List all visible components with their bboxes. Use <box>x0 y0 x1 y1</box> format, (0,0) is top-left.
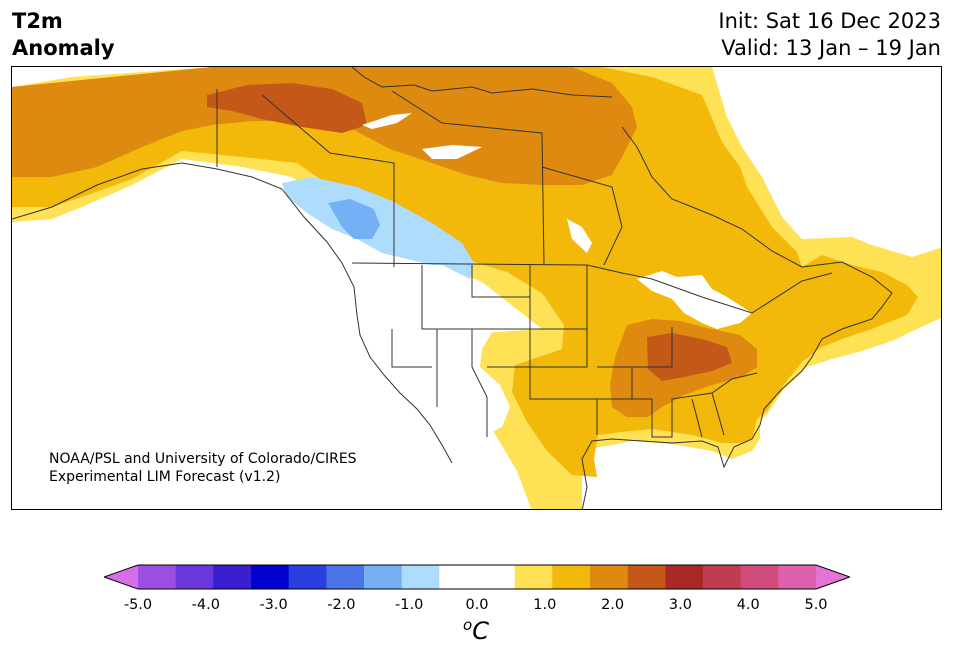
anomaly-region-very-strong-warm-east <box>647 333 732 381</box>
title-line-2: Anomaly <box>12 36 115 60</box>
colorbar-cell <box>590 565 629 589</box>
map-svg <box>12 67 941 509</box>
colorbar-cell <box>477 565 516 589</box>
colorbar-ticks: -5.0 -4.0 -3.0 -2.0 -1.0 0.0 1.0 2.0 3.0 4.0 5.0 <box>0 597 953 617</box>
colorbar-cell <box>251 565 290 589</box>
colorbar-cell <box>401 565 440 589</box>
colorbar-tick-label: -4.0 <box>191 597 220 613</box>
political-borders <box>12 67 893 509</box>
colorbar-cells <box>104 565 850 589</box>
border-provinces <box>261 90 623 267</box>
credit-line-1: NOAA/PSL and University of Colorado/CIRE… <box>49 451 357 467</box>
border-canada-us <box>351 262 833 314</box>
inland-lake-2 <box>422 145 482 159</box>
colorbar-cell <box>439 565 478 589</box>
colorbar-outline <box>104 564 850 590</box>
colorbar-cell <box>740 565 779 589</box>
anomaly-region-very-strong-warm <box>207 83 367 133</box>
colorbar-tick-label: 4.0 <box>736 597 760 613</box>
coastline-pacific <box>12 162 453 464</box>
border-states <box>391 265 758 438</box>
hudson-bay <box>712 67 941 257</box>
colorbar-cell <box>627 565 666 589</box>
colorbar-tick-label: 3.0 <box>668 597 692 613</box>
colorbar-cell <box>288 565 327 589</box>
valid-date: Valid: 13 Jan – 19 Jan <box>721 36 941 60</box>
colorbar-tick-label: 1.0 <box>533 597 557 613</box>
colorbar-cell <box>326 565 365 589</box>
inland-lake-3 <box>567 219 592 253</box>
coastline-north <box>351 67 613 98</box>
unit-degree: o <box>463 616 473 634</box>
credit-text: NOAA/PSL and University of Colorado/CIRE… <box>49 450 357 486</box>
colorbar-cell <box>175 565 214 589</box>
colorbar-cell <box>138 565 177 589</box>
anomaly-region-strong-warm <box>12 67 637 185</box>
coastline-hudson <box>621 126 803 268</box>
colorbar-tick-label: -1.0 <box>395 597 424 613</box>
anomaly-region-medium-cool <box>328 199 380 239</box>
inland-lake-1 <box>362 113 412 129</box>
colorbar-cell <box>364 565 403 589</box>
colorbar-extend-high <box>816 565 850 589</box>
western-us-neutral <box>352 265 510 437</box>
coastline-atlantic <box>581 261 893 509</box>
init-date: Init: Sat 16 Dec 2023 <box>718 9 941 33</box>
colorbar-extend-low <box>104 565 138 589</box>
map-title: T2m Anomaly <box>12 8 115 62</box>
colorbar-tick-label: 5.0 <box>804 597 828 613</box>
anomaly-map <box>11 66 942 510</box>
colorbar-tick-label: -5.0 <box>123 597 153 613</box>
colorbar-cell <box>514 565 553 589</box>
unit-letter: C <box>472 617 489 645</box>
colorbar <box>104 564 850 590</box>
colorbar-tick-label: -2.0 <box>327 597 356 613</box>
colorbar-cell <box>213 565 252 589</box>
colorbar-tick-label: -3.0 <box>259 597 288 613</box>
colorbar-cell <box>703 565 742 589</box>
great-lakes <box>637 271 752 329</box>
colorbar-unit: oC <box>463 616 489 645</box>
colorbar-tick-label: 0.0 <box>465 597 489 613</box>
colorbar-cell <box>665 565 704 589</box>
title-line-1: T2m <box>12 9 63 33</box>
credit-line-2: Experimental LIM Forecast (v1.2) <box>49 469 281 485</box>
colorbar-tick-label: 2.0 <box>601 597 625 613</box>
forecast-dates: Init: Sat 16 Dec 2023 Valid: 13 Jan – 19… <box>718 8 941 62</box>
colorbar-cell <box>552 565 591 589</box>
colorbar-cell <box>778 565 817 589</box>
